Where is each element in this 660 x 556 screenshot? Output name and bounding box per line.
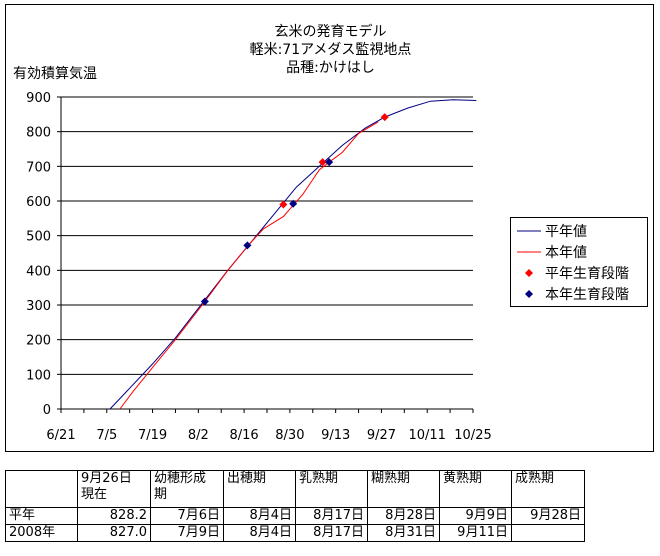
legend-item-current-stage: 本年生育段階 <box>515 284 629 304</box>
table-cell: 8月28日 <box>367 507 440 525</box>
y-tick-label: 400 <box>26 264 51 279</box>
y-tick-label: 700 <box>26 160 51 175</box>
x-tick-label: 7/5 <box>96 428 117 443</box>
table-row: 2008年 827.0 7月9日 8月4日 8月17日 8月31日 9月11日 <box>5 524 585 542</box>
table-cell: 827.0 <box>77 524 151 542</box>
legend-item-normal-stage: 平年生育段階 <box>515 263 629 283</box>
x-tick-label: 10/11 <box>408 428 445 443</box>
x-tick-label: 9/27 <box>367 428 396 443</box>
stage-marker <box>289 199 298 208</box>
table-cell: 8月4日 <box>223 524 296 542</box>
y-tick-label: 200 <box>26 334 51 349</box>
table-header-cell: 9月26日 現在 <box>77 470 151 508</box>
series-line <box>109 99 477 410</box>
table-cell: 平年 <box>5 507 78 525</box>
stage-marker <box>200 297 209 306</box>
table-cell: 8月31日 <box>367 524 440 542</box>
stage-marker <box>243 241 252 250</box>
table-row: 平年 828.2 7月6日 8月4日 8月17日 8月28日 9月9日 9月28日 <box>5 507 585 525</box>
chart-title-line-2: 軽米:71アメダス監視地点 <box>249 42 412 58</box>
table-header-cell <box>5 470 78 508</box>
x-tick-label: 10/25 <box>454 428 491 443</box>
legend-item-normal-line: 平年値 <box>515 221 587 241</box>
legend-label: 本年生育段階 <box>545 287 629 303</box>
chart-legend: 平年値 本年値 平年生育段階 本年生育段階 <box>510 217 648 307</box>
legend-label: 平年値 <box>545 224 587 240</box>
table-cell: 9月28日 <box>511 507 585 525</box>
chart-plot: 0 100 200 300 400 500 600 700 800 900 6/21 7/5 7/19 8… <box>26 91 492 443</box>
chart-title-line-1: 玄米の発育モデル <box>274 24 387 40</box>
chart-title-line-3: 品種:かけはし <box>286 60 375 76</box>
x-tick-label: 7/19 <box>138 428 167 443</box>
table-header-cell: 成熟期 <box>511 470 585 508</box>
legend-label: 本年値 <box>545 245 587 261</box>
table-cell: 8月17日 <box>295 507 368 525</box>
table-header-cell: 幼穂形成期 <box>150 470 224 508</box>
table-cell: 2008年 <box>5 524 78 542</box>
table-cell: 8月17日 <box>295 524 368 542</box>
table-cell: 828.2 <box>77 507 151 525</box>
y-tick-label: 500 <box>26 230 51 245</box>
table-cell: 9月9日 <box>439 507 512 525</box>
stage-marker <box>279 200 288 209</box>
table-header-cell: 黄熟期 <box>439 470 512 508</box>
x-tick-label: 9/13 <box>321 428 350 443</box>
table-cell <box>511 524 585 542</box>
legend-item-current-line: 本年値 <box>515 242 587 262</box>
x-tick-label: 6/21 <box>46 428 75 443</box>
stage-marker <box>380 113 389 122</box>
table-header-cell: 出穂期 <box>223 470 296 508</box>
x-tick-label: 8/2 <box>188 428 209 443</box>
y-tick-label: 900 <box>26 91 51 106</box>
legend-label: 平年生育段階 <box>545 266 629 282</box>
y-tick-label: 300 <box>26 299 51 314</box>
table-header-row: 9月26日 現在 幼穂形成期出穂期 乳熟期 糊熟期 黄熟期 成熟期 <box>5 470 585 508</box>
y-tick-label: 0 <box>43 403 51 418</box>
stage-marker <box>325 158 334 167</box>
y-tick-label: 600 <box>26 195 51 210</box>
table-header-cell: 糊熟期 <box>367 470 440 508</box>
y-axis-label: 有効積算気温 <box>13 66 97 82</box>
chart-frame: 0 100 200 300 400 500 600 700 800 900 6/21 7/5 7/19 8… <box>5 4 654 452</box>
stage-marker <box>318 158 327 167</box>
growth-stage-table: 9月26日 現在 幼穂形成期出穂期 乳熟期 糊熟期 黄熟期 成熟期 平年 828.2 7月6日 8月… <box>5 470 585 542</box>
table-cell: 7月9日 <box>150 524 224 542</box>
table-cell: 7月6日 <box>150 507 224 525</box>
table-cell: 9月11日 <box>439 524 512 542</box>
x-tick-label: 8/30 <box>275 428 304 443</box>
series-line <box>119 121 379 410</box>
y-tick-label: 100 <box>26 368 51 383</box>
table-cell: 8月4日 <box>223 507 296 525</box>
x-tick-label: 8/16 <box>230 428 259 443</box>
table-header-cell: 乳熟期 <box>295 470 368 508</box>
y-tick-label: 800 <box>26 126 51 141</box>
